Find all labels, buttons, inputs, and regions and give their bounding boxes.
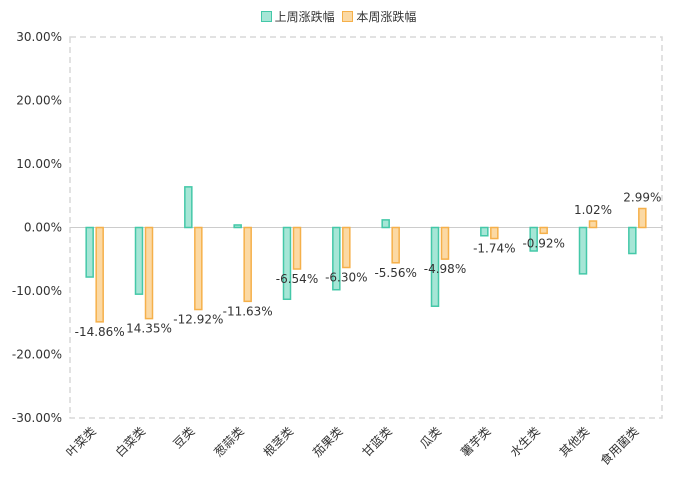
bar-last-week: [282, 226, 292, 301]
legend-item-this-week[interactable]: 本周涨跌幅: [342, 8, 416, 25]
data-label: -4.98%: [424, 262, 466, 276]
x-category-label: 薯芋类: [458, 424, 493, 459]
bar-this-week: [95, 226, 104, 323]
bar-this-week: [292, 226, 302, 270]
y-tick-label: 20.00%: [16, 94, 62, 108]
bar-last-week: [578, 226, 588, 275]
data-label: -1.74%: [473, 242, 515, 256]
chart-legend: 上周涨跌幅 本周涨跌幅: [0, 8, 677, 25]
legend-label-last-week: 上周涨跌幅: [274, 10, 335, 24]
data-label: -0.92%: [522, 236, 564, 250]
data-label: 14.35%: [126, 322, 172, 336]
data-label: 1.02%: [574, 203, 612, 217]
x-category-label: 茄果类: [310, 424, 345, 459]
bar-last-week: [332, 226, 341, 291]
x-category-label: 其他类: [557, 424, 592, 459]
data-label: -12.92%: [173, 313, 223, 327]
bar-last-week: [233, 224, 242, 229]
x-category-label: 水生类: [507, 424, 542, 459]
bar-this-week: [391, 226, 400, 264]
y-tick-label: 30.00%: [16, 30, 62, 44]
bar-last-week: [480, 226, 489, 237]
bar-last-week: [85, 226, 94, 278]
data-label: -6.30%: [325, 271, 367, 285]
y-tick-label: -10.00%: [12, 284, 62, 298]
bar-last-week: [381, 219, 390, 229]
bar-this-week: [194, 226, 203, 311]
x-category-label: 豆类: [171, 424, 198, 451]
x-category-label: 根茎类: [261, 424, 296, 459]
data-label: -14.86%: [75, 325, 125, 339]
y-tick-label: -20.00%: [12, 348, 62, 362]
legend-item-last-week[interactable]: 上周涨跌幅: [260, 8, 335, 25]
bar-this-week: [342, 226, 351, 269]
legend-swatch-this-week: [342, 11, 354, 22]
bar-last-week: [184, 186, 193, 229]
bar-last-week: [430, 226, 440, 307]
y-tick-label: -30.00%: [12, 411, 62, 425]
data-label: -5.56%: [374, 266, 416, 280]
bar-this-week: [638, 207, 647, 229]
bar-this-week: [440, 226, 450, 260]
x-category-label: 葱蒜类: [211, 424, 246, 459]
bar-this-week: [490, 226, 499, 240]
bar-last-week: [628, 226, 637, 255]
legend-label-this-week: 本周涨跌幅: [356, 10, 417, 24]
x-category-label: 白菜类: [112, 424, 148, 460]
data-label: 2.99%: [623, 191, 661, 205]
data-label: -6.54%: [276, 272, 318, 286]
data-label: -11.63%: [223, 304, 273, 318]
bar-last-week: [134, 226, 144, 295]
x-category-label: 食用菌类: [597, 424, 642, 469]
x-category-label: 叶菜类: [63, 424, 98, 459]
bar-last-week: [529, 226, 538, 252]
legend-swatch-last-week: [260, 11, 272, 22]
bar-this-week: [144, 226, 154, 320]
x-category-label: 瓜类: [417, 424, 444, 451]
bar-this-week: [588, 220, 598, 229]
y-tick-label: 0.00%: [24, 221, 62, 235]
bar-this-week: [243, 226, 252, 303]
y-tick-label: 10.00%: [16, 157, 62, 171]
bar-this-week: [539, 226, 548, 235]
x-category-label: 甘蓝类: [359, 424, 394, 459]
